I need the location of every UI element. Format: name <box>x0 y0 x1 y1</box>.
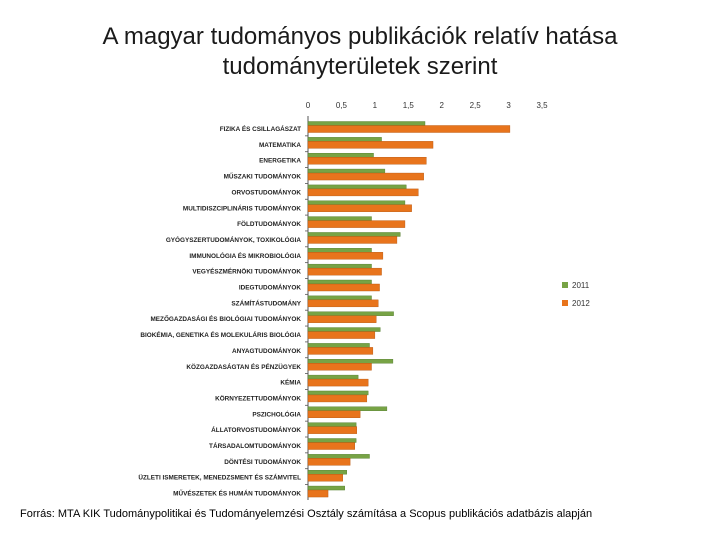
bar-2012 <box>307 426 358 434</box>
bar-2011 <box>307 374 359 380</box>
category-label: SZÁMÍTÁSTUDOMÁNY <box>231 298 301 307</box>
bar-2012 <box>307 236 398 244</box>
bar-2011 <box>307 485 345 491</box>
bar-2012 <box>307 489 329 498</box>
category-label: TÁRSADALOMTUDOMÁNYOK <box>209 441 301 450</box>
bar-2012 <box>307 410 361 418</box>
category-label: VEGYÉSZMÉRNÖKI TUDOMÁNYOK <box>192 267 301 276</box>
bar-2012 <box>307 156 427 165</box>
category-label: KÖZGAZDASÁGTAN ÉS PÉNZÜGYEK <box>186 362 301 371</box>
category-label: PSZICHOLÓGIA <box>252 409 301 418</box>
x-tick-label: 1,5 <box>403 101 415 110</box>
x-tick-label: 2 <box>439 101 444 110</box>
bar-2011 <box>307 200 406 205</box>
bar-2011 <box>307 470 347 475</box>
category-label: ANYAGTUDOMÁNYOK <box>232 346 301 355</box>
category-label: ÁLLATORVOSTUDOMÁNYOK <box>211 425 301 434</box>
x-tick-label: 3 <box>506 101 511 110</box>
bar-2011 <box>307 137 382 142</box>
bar-2011 <box>307 152 374 158</box>
bar-2012 <box>307 394 368 403</box>
bar-2012 <box>307 283 380 292</box>
bar-2011 <box>307 438 357 443</box>
bar-2012 <box>307 315 377 323</box>
bar-chart: 0 0,5 1 1,5 2 2,5 3 3,5 FIZIKA ÉS CSILLAGÁSZAT MA… <box>138 101 590 500</box>
bar-2011 <box>307 454 370 459</box>
bar-2011 <box>307 327 381 332</box>
bar-2012 <box>307 125 511 133</box>
category-label: KÉMIA <box>280 378 301 387</box>
bar-2012 <box>307 458 351 466</box>
category-label: MŰVÉSZETEK ÉS HUMÁN TUDOMÁNYOK <box>173 489 301 498</box>
category-label: ENERGETIKA <box>259 158 301 165</box>
bar-2012 <box>307 347 374 355</box>
bar-2011 <box>307 121 426 126</box>
x-tick-label: 2,5 <box>470 101 482 110</box>
bar-2012 <box>307 442 355 450</box>
bar-2011 <box>307 263 372 269</box>
bar-2011 <box>307 216 372 221</box>
title-line-1: A magyar tudományos publikációk relatív … <box>102 23 618 50</box>
title-line-2: tudományterületek szerint <box>222 53 498 80</box>
category-label: IMMUNOLÓGIA ÉS MIKROBIOLÓGIA <box>189 251 301 260</box>
bar-2012 <box>307 141 434 149</box>
category-label: MATEMATIKA <box>259 142 301 149</box>
bar-2012 <box>307 188 419 197</box>
category-label: BIOKÉMIA, GENETIKA ÉS MOLEKULÁRIS BIOLÓG… <box>140 330 301 339</box>
source-note: Forrás: MTA KIK Tudománypolitikai és Tud… <box>20 508 593 520</box>
legend-swatch-2011 <box>562 282 568 288</box>
bar-2011 <box>307 422 357 427</box>
x-tick-label: 1 <box>373 101 378 110</box>
category-label: FÖLDTUDOMÁNYOK <box>237 219 301 228</box>
category-label: GYÓGYSZERTUDOMÁNYOK, TOXIKOLÓGIA <box>166 235 302 244</box>
legend-label-2012: 2012 <box>572 299 590 308</box>
legend-label-2011: 2011 <box>572 281 590 290</box>
category-label: MŰSZAKI TUDOMÁNYOK <box>224 172 302 181</box>
category-label: ORVOSTUDOMÁNYOK <box>232 187 302 196</box>
chart-title: A magyar tudományos publikációk relatív … <box>0 22 720 82</box>
bar-2011 <box>307 343 370 348</box>
category-label: MEZŐGAZDASÁGI ÉS BIOLÓGIAI TUDOMÁNYOK <box>150 314 301 323</box>
category-label: IDEGTUDOMÁNYOK <box>239 283 302 292</box>
category-label: FIZIKA ÉS CSILLAGÁSZAT <box>220 124 301 133</box>
bar-2012 <box>307 331 376 339</box>
bar-2011 <box>307 184 407 190</box>
x-tick-label: 3,5 <box>536 101 548 110</box>
bar-2012 <box>307 204 412 212</box>
x-tick-label: 0,5 <box>336 101 348 110</box>
x-tick-label: 0 <box>306 101 311 110</box>
category-label: MULTIDISZCIPLINÁRIS TUDOMÁNYOK <box>183 203 301 212</box>
category-label: ÜZLETI ISMERETEK, MENEDZSMENT ÉS SZÁMVIT… <box>138 473 301 482</box>
bar-2011 <box>307 406 388 411</box>
bar-2012 <box>307 172 424 181</box>
bar-2011 <box>307 359 394 364</box>
bar-2012 <box>307 252 384 260</box>
bar-2012 <box>307 474 343 482</box>
bar-2011 <box>307 295 372 301</box>
bar-2011 <box>307 311 394 316</box>
bar-2012 <box>307 363 372 371</box>
bar-2011 <box>307 232 401 237</box>
bar-2012 <box>307 378 369 387</box>
legend-swatch-2012 <box>562 300 568 306</box>
bar-2012 <box>307 220 406 228</box>
bar-2012 <box>307 299 379 308</box>
bar-2011 <box>307 168 386 174</box>
category-label: DÖNTÉSI TUDOMÁNYOK <box>224 457 301 466</box>
category-label: KÖRNYEZETTUDOMÁNYOK <box>215 393 301 402</box>
bar-2011 <box>307 248 372 253</box>
bar-2011 <box>307 279 372 285</box>
bar-2012 <box>307 267 382 276</box>
bar-2011 <box>307 390 369 396</box>
